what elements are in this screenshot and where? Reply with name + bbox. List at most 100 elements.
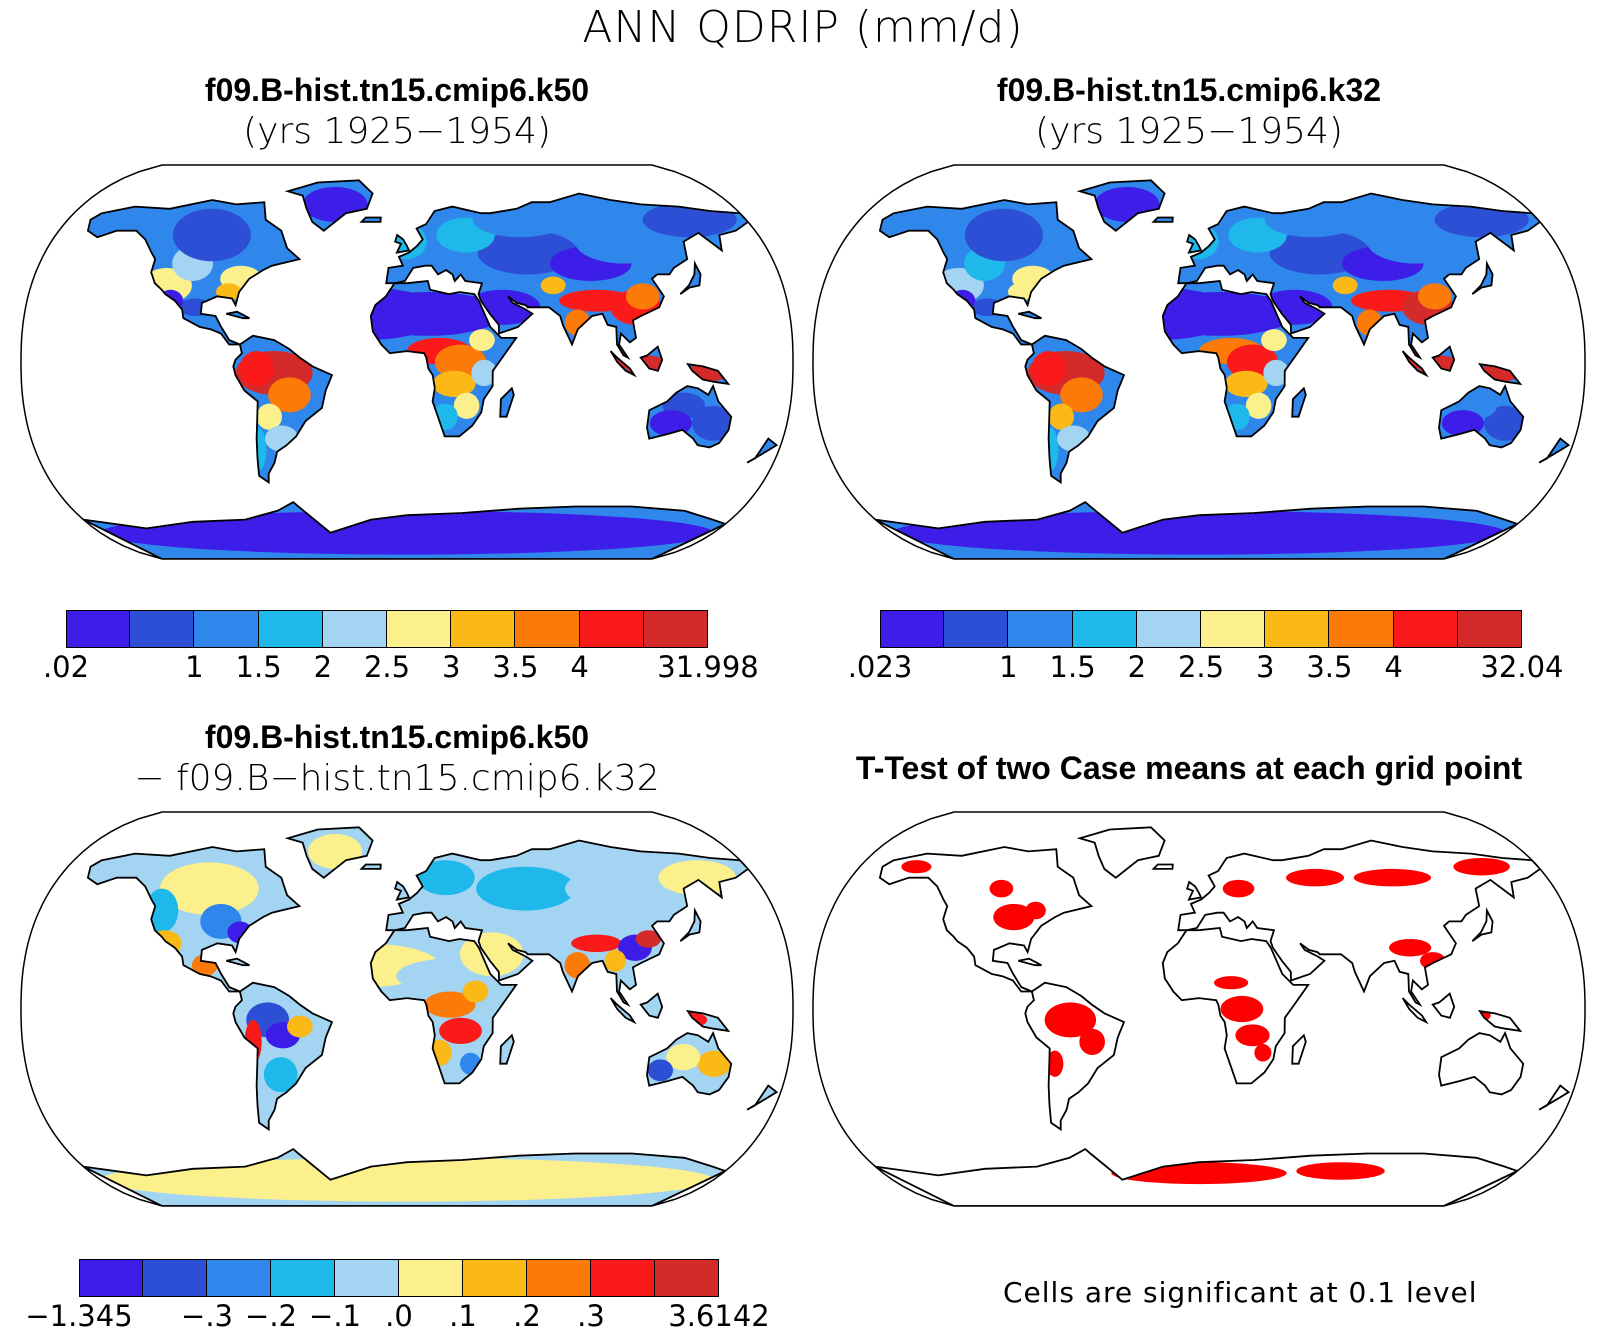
- colorbar-label: .023: [847, 650, 913, 684]
- field-region: [1484, 405, 1527, 441]
- colorbar-swatch: [66, 610, 131, 648]
- coastline-sumatra: [609, 997, 637, 1025]
- colorbar-swatch: [579, 610, 644, 648]
- panel-years: (yrs 1925−1954): [243, 111, 551, 152]
- colorbar-swatch: [387, 610, 452, 648]
- field-region: [439, 1017, 482, 1045]
- field-region: [571, 934, 622, 953]
- colorbar-swatch: [1072, 610, 1137, 648]
- field-region: [432, 370, 476, 398]
- coastline-iceland: [1151, 216, 1174, 223]
- coastline-africa: [1161, 280, 1310, 438]
- coastline-uk: [393, 880, 411, 901]
- colorbar-label: 3.5: [1306, 650, 1353, 684]
- colorbar-label: .02: [42, 650, 90, 684]
- colorbar-swatch: [944, 610, 1009, 648]
- field-region: [666, 1044, 701, 1071]
- coastline-borneo: [1431, 992, 1456, 1019]
- coastline-borneo: [639, 992, 664, 1019]
- coastline-madagascar: [499, 386, 515, 418]
- colorbar-swatch: [271, 1259, 335, 1297]
- field-region: [1048, 403, 1074, 430]
- field-region: [1263, 359, 1290, 387]
- field-region: [635, 930, 661, 948]
- significant-region: [1213, 976, 1249, 990]
- colorbar-swatch: [1136, 610, 1201, 648]
- coastline-australia: [646, 383, 733, 449]
- colorbar-swatch: [335, 1259, 399, 1297]
- field-region: [1417, 283, 1452, 310]
- panel-title-top-left: f09.B-hist.tn15.cmip6.k50 (yrs 1925−1954…: [17, 72, 777, 152]
- field-region: [239, 351, 275, 387]
- colorbar-label: 4: [570, 650, 589, 684]
- coastline-nz: [1538, 437, 1571, 464]
- coastline-japan: [679, 907, 702, 942]
- coastline-eurasia: [1177, 839, 1542, 1007]
- coastline-greenland: [284, 179, 374, 232]
- colorbar-bottom-left: −1.345 −.3 −.2 −.1 .0 .1 .2 .3 3.6142: [25, 1259, 770, 1333]
- field-region: [1261, 329, 1287, 352]
- coastline-namerica: [86, 846, 302, 993]
- field-region: [1332, 276, 1358, 295]
- field-region: [1256, 289, 1333, 325]
- colorbar-label: 2.5: [363, 650, 411, 684]
- field-region: [604, 949, 626, 972]
- coastline-nz: [1538, 1084, 1571, 1111]
- colorbar-swatch: [130, 610, 195, 648]
- field-region: [145, 888, 179, 933]
- coastline-greenland: [1076, 179, 1166, 232]
- colorbar-swatch: [207, 1259, 271, 1297]
- coastline-sumatra: [1401, 997, 1429, 1025]
- field-region: [964, 208, 1043, 262]
- colorbar-label: −1.345: [25, 1299, 133, 1333]
- significant-region: [1389, 938, 1432, 957]
- colorbar-label: 4: [1384, 650, 1403, 684]
- field-region: [256, 403, 282, 430]
- coastline-newguinea: [1478, 1010, 1523, 1033]
- coastline-africa: [1161, 927, 1310, 1085]
- significant-region: [1044, 1002, 1097, 1038]
- significant-region: [1235, 1024, 1270, 1047]
- map-border: [20, 164, 794, 560]
- colorbar-label: 1: [185, 650, 204, 684]
- colorbar-label: .0: [385, 1299, 413, 1333]
- colorbar-swatch: [451, 610, 516, 648]
- colorbar-top-left: .02 1 1.5 2 2.5 3 3.5 4 31.998: [43, 610, 759, 684]
- colorbar-label: 3: [1255, 650, 1275, 684]
- field-region: [453, 392, 480, 419]
- colorbar-label: .2: [513, 1299, 541, 1333]
- colorbar-label: 32.04: [1480, 650, 1564, 684]
- significant-region: [1025, 901, 1046, 920]
- field-region: [892, 510, 1506, 555]
- coastline-samerica: [232, 334, 334, 485]
- significant-region: [901, 860, 932, 874]
- map-border: [812, 164, 1586, 560]
- coastline-australia: [1438, 383, 1525, 449]
- coastline-uk: [1185, 233, 1203, 254]
- coastline-uk: [1185, 880, 1203, 901]
- coastline-australia: [1438, 1030, 1525, 1096]
- coastline-australia: [646, 1030, 733, 1096]
- field-region: [462, 980, 489, 1003]
- colorbar-swatch: [1008, 610, 1073, 648]
- coastline-samerica: [1024, 334, 1126, 485]
- coastline-iceland: [359, 216, 382, 223]
- coastline-japan: [1471, 260, 1494, 295]
- field-region: [464, 289, 541, 325]
- significant-region: [1222, 879, 1255, 898]
- field-region: [172, 208, 251, 262]
- coastline-namerica: [878, 199, 1094, 346]
- map-bottom-left: [20, 811, 794, 1207]
- colorbar-swatch: [643, 610, 708, 648]
- figure-title: ANN QDRIP (mm/d): [582, 2, 1024, 53]
- panel-years: (yrs 1925−1954): [1035, 111, 1343, 152]
- field-region: [647, 1059, 674, 1082]
- colorbar-label: 1: [999, 650, 1018, 684]
- coastline-madagascar: [499, 1033, 515, 1065]
- coastline-sumatra: [609, 350, 637, 378]
- coastline-cuba: [1018, 310, 1042, 320]
- field-region: [100, 510, 714, 555]
- colorbar-label: .3: [577, 1299, 605, 1333]
- coastline-samerica: [1024, 981, 1126, 1132]
- field-region: [1366, 219, 1466, 264]
